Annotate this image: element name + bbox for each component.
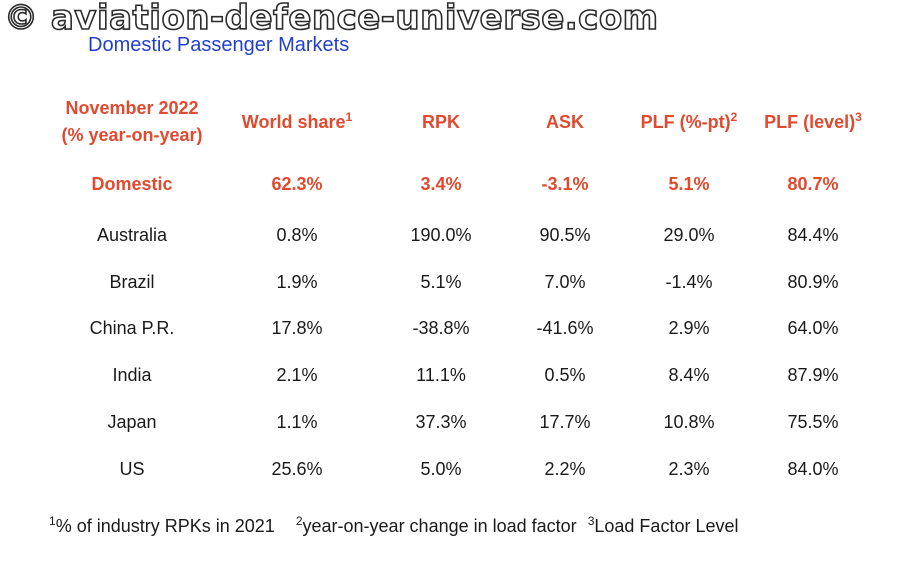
header-period-line1: November 2022 xyxy=(65,98,199,118)
cell-ask: -3.1% xyxy=(541,173,589,194)
cell-plf-level: 84.0% xyxy=(787,458,839,479)
watermark: © aviation-defence-universe.com xyxy=(3,0,659,39)
cell-market: India xyxy=(112,365,152,386)
header-ask: ASK xyxy=(545,111,584,132)
cell-ask: 17.7% xyxy=(539,412,591,433)
cell-market: Australia xyxy=(96,224,168,245)
header-plf-pt-label: PLF (%-pt) xyxy=(640,111,731,132)
cell-ask: -41.6% xyxy=(536,318,594,339)
cell-plf-level: 84.4% xyxy=(787,224,839,245)
footnote-1: 1% of industry RPKs in 2021 xyxy=(49,514,275,536)
header-world-share-label: World share xyxy=(241,111,346,132)
cell-plf-level: 80.9% xyxy=(787,271,839,292)
footnote-1-text: % of industry RPKs in 2021 xyxy=(55,516,275,536)
cell-rpk: 37.3% xyxy=(415,412,467,433)
cell-plf-pt: 8.4% xyxy=(668,365,710,386)
cell-rpk: -38.8% xyxy=(412,318,470,339)
table-row-india: India 2.1% 11.1% 0.5% 8.4% 87.9% xyxy=(40,352,866,399)
header-row: November 2022 (% year-on-year) World sha… xyxy=(40,90,866,154)
cell-plf-pt: 5.1% xyxy=(668,173,710,194)
header-world-share: World share1 xyxy=(224,90,370,154)
table-row-china: China P.R. 17.8% -38.8% -41.6% 2.9% 64.0… xyxy=(40,306,866,353)
cell-world-share: 1.1% xyxy=(276,412,318,433)
header-plf-level-label: PLF (level) xyxy=(764,111,856,132)
footnote-2: 2year-on-year change in load factor xyxy=(295,514,577,536)
cell-plf-level: 64.0% xyxy=(787,318,839,339)
cell-world-share: 2.1% xyxy=(276,365,318,386)
table-row-us: US 25.6% 5.0% 2.2% 2.3% 84.0% xyxy=(40,446,866,493)
cell-plf-pt: -1.4% xyxy=(665,271,713,292)
cell-plf-level: 80.7% xyxy=(787,173,839,194)
header-rpk: RPK xyxy=(421,111,460,132)
cell-ask: 2.2% xyxy=(544,458,586,479)
table-row-japan: Japan 1.1% 37.3% 17.7% 10.8% 75.5% xyxy=(40,399,866,446)
cell-market: China P.R. xyxy=(89,318,175,339)
cell-world-share: 17.8% xyxy=(271,318,323,339)
table-row-brazil: Brazil 1.9% 5.1% 7.0% -1.4% 80.9% xyxy=(40,259,866,306)
footnote-3-marker: 3 xyxy=(587,514,595,528)
footnotes: 1% of industry RPKs in 2021 2year-on-yea… xyxy=(49,514,739,537)
domestic-markets-table: November 2022 (% year-on-year) World sha… xyxy=(40,90,866,493)
header-plf-level-sup: 3 xyxy=(855,109,862,124)
footnote-3: 3Load Factor Level xyxy=(587,514,739,536)
cell-market: Japan xyxy=(107,412,157,433)
cell-rpk: 3.4% xyxy=(420,173,462,194)
cell-plf-level: 87.9% xyxy=(787,365,839,386)
table-subtitle: Domestic Passenger Markets xyxy=(88,34,350,56)
cell-plf-pt: 2.9% xyxy=(668,318,710,339)
cell-rpk: 5.1% xyxy=(420,271,462,292)
header-plf-pt: PLF (%-pt)2 xyxy=(618,90,760,154)
cell-plf-pt: 29.0% xyxy=(663,224,715,245)
header-plf-level: PLF (level)3 xyxy=(760,90,866,154)
footnote-2-text: year-on-year change in load factor xyxy=(302,516,577,536)
cell-ask: 7.0% xyxy=(544,271,586,292)
cell-ask: 0.5% xyxy=(544,365,586,386)
cell-plf-pt: 10.8% xyxy=(663,412,715,433)
header-period-line2: (% year-on-year) xyxy=(61,125,203,145)
cell-rpk: 11.1% xyxy=(416,365,466,386)
cell-world-share: 1.9% xyxy=(276,271,318,292)
table-row-domestic: Domestic 62.3% 3.4% -3.1% 5.1% 80.7% xyxy=(40,154,866,212)
cell-market: Domestic xyxy=(91,173,173,194)
footnote-2-marker: 2 xyxy=(295,514,303,528)
table-row-australia: Australia 0.8% 190.0% 90.5% 29.0% 84.4% xyxy=(40,212,866,259)
cell-plf-level: 75.5% xyxy=(787,412,839,433)
header-world-share-sup: 1 xyxy=(345,109,353,124)
cell-rpk: 5.0% xyxy=(420,458,462,479)
cell-market: US xyxy=(119,458,145,479)
cell-market: Brazil xyxy=(109,271,155,292)
cell-plf-pt: 2.3% xyxy=(668,458,710,479)
cell-world-share: 0.8% xyxy=(276,224,318,245)
cell-world-share: 25.6% xyxy=(271,458,323,479)
cell-rpk: 190.0% xyxy=(410,224,472,245)
footnote-1-marker: 1 xyxy=(49,514,56,528)
footnote-3-text: Load Factor Level xyxy=(594,516,739,536)
cell-ask: 90.5% xyxy=(539,224,591,245)
header-period: November 2022 (% year-on-year) xyxy=(40,90,224,154)
header-plf-pt-sup: 2 xyxy=(730,109,738,124)
cell-world-share: 62.3% xyxy=(271,173,323,194)
